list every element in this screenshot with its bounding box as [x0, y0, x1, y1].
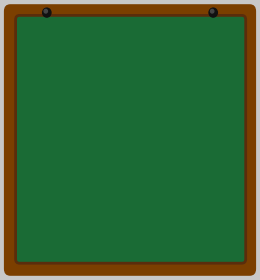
- Text: 32 = 2×2×2×2×2: 32 = 2×2×2×2×2: [69, 233, 191, 246]
- Text: 2: 2: [133, 144, 140, 154]
- Text: 32: 32: [120, 64, 140, 78]
- Text: 8: 8: [152, 104, 160, 117]
- Text: 2: 2: [113, 144, 121, 154]
- Text: 2: 2: [150, 183, 157, 193]
- Text: 2: 2: [77, 144, 85, 154]
- Text: 2: 2: [186, 183, 194, 193]
- Text: 4: 4: [96, 104, 104, 117]
- Text: 4: 4: [168, 143, 177, 156]
- Text: Prime factorization of 32: Prime factorization of 32: [43, 34, 217, 47]
